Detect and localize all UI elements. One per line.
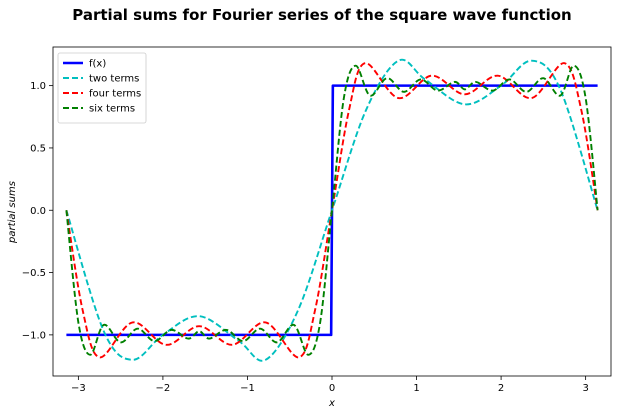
legend: f(x) two terms four terms six terms: [57, 52, 147, 124]
legend-label: two terms: [89, 74, 139, 85]
series-line-six-terms: [65, 64, 599, 356]
y-tick-label: 0.0: [30, 206, 46, 217]
chart-title: Partial sums for Fourier series of the s…: [72, 6, 571, 24]
y-tick-label: −0.5: [22, 268, 46, 279]
y-tick-label: 1.0: [30, 81, 46, 92]
y-axis-label: partial sums: [7, 181, 18, 244]
x-tick-label: −1: [240, 383, 255, 394]
x-tick-label: −2: [156, 383, 171, 394]
legend-label: six terms: [89, 104, 135, 115]
x-tick-label: 2: [498, 383, 504, 394]
legend-box: [57, 52, 147, 124]
y-tick-label: 0.5: [30, 143, 46, 154]
y-tick-label: −1.0: [22, 330, 46, 341]
x-tick-label: 1: [413, 383, 419, 394]
legend-label: f(x): [89, 59, 106, 70]
x-tick-label: 3: [582, 383, 588, 394]
x-tick-label: 0: [329, 383, 335, 394]
x-axis-label: x: [328, 398, 335, 409]
x-tick-label: −3: [71, 383, 86, 394]
legend-label: four terms: [89, 89, 141, 100]
